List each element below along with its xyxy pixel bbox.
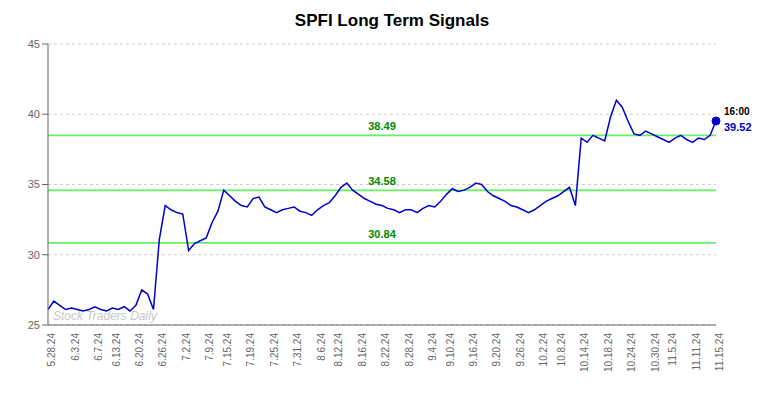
svg-text:7.31.24: 7.31.24 xyxy=(292,333,303,367)
svg-text:6.3.24: 6.3.24 xyxy=(70,333,81,361)
svg-text:35: 35 xyxy=(28,178,40,190)
svg-text:7.25.24: 7.25.24 xyxy=(269,333,280,367)
svg-text:10.14.24: 10.14.24 xyxy=(579,333,590,372)
svg-text:8.28.24: 8.28.24 xyxy=(404,333,415,367)
svg-text:8.6.24: 8.6.24 xyxy=(316,333,327,361)
svg-text:8.16.24: 8.16.24 xyxy=(357,333,368,367)
svg-text:7.9.24: 7.9.24 xyxy=(204,333,215,361)
svg-text:39.52: 39.52 xyxy=(724,121,752,133)
svg-text:5.28.24: 5.28.24 xyxy=(46,333,57,367)
svg-text:10.8.24: 10.8.24 xyxy=(556,333,567,367)
svg-text:11.15.24: 11.15.24 xyxy=(714,333,725,372)
svg-text:30.84: 30.84 xyxy=(368,228,396,240)
svg-text:10.2.24: 10.2.24 xyxy=(538,333,549,367)
svg-text:6.13.24: 6.13.24 xyxy=(111,333,122,367)
svg-text:45: 45 xyxy=(28,38,40,50)
svg-text:34.58: 34.58 xyxy=(368,175,396,187)
svg-text:9.10.24: 9.10.24 xyxy=(445,333,456,367)
svg-text:40: 40 xyxy=(28,108,40,120)
html-text:SPFI Long Term Signals: SPFI Long Term Signals xyxy=(294,11,490,30)
svg-text:8.22.24: 8.22.24 xyxy=(380,333,391,367)
svg-text:6.7.24: 6.7.24 xyxy=(93,333,104,361)
svg-text:Stock Traders Daily: Stock Traders Daily xyxy=(53,309,158,323)
svg-text:9.4.24: 9.4.24 xyxy=(427,333,438,361)
svg-text:10.30.24: 10.30.24 xyxy=(650,333,661,372)
svg-text:6.26.24: 6.26.24 xyxy=(157,333,168,367)
svg-text:6.20.24: 6.20.24 xyxy=(134,333,145,367)
svg-text:7.15.24: 7.15.24 xyxy=(222,333,233,367)
svg-text:11.11.24: 11.11.24 xyxy=(691,333,702,371)
svg-text:7.19.24: 7.19.24 xyxy=(245,333,256,367)
svg-text:16:00: 16:00 xyxy=(724,106,750,117)
svg-text:7.2.24: 7.2.24 xyxy=(181,333,192,361)
svg-text:9.26.24: 9.26.24 xyxy=(515,333,526,367)
svg-text:9.20.24: 9.20.24 xyxy=(491,333,502,367)
svg-text:11.5.24: 11.5.24 xyxy=(667,333,678,366)
svg-text:9.16.24: 9.16.24 xyxy=(468,333,479,367)
svg-text:25: 25 xyxy=(28,319,40,331)
svg-text:10.24.24: 10.24.24 xyxy=(626,333,637,372)
svg-text:10.18.24: 10.18.24 xyxy=(603,333,614,372)
svg-text:30: 30 xyxy=(28,249,40,261)
svg-text:8.12.24: 8.12.24 xyxy=(333,333,344,367)
svg-text:38.49: 38.49 xyxy=(368,120,396,132)
